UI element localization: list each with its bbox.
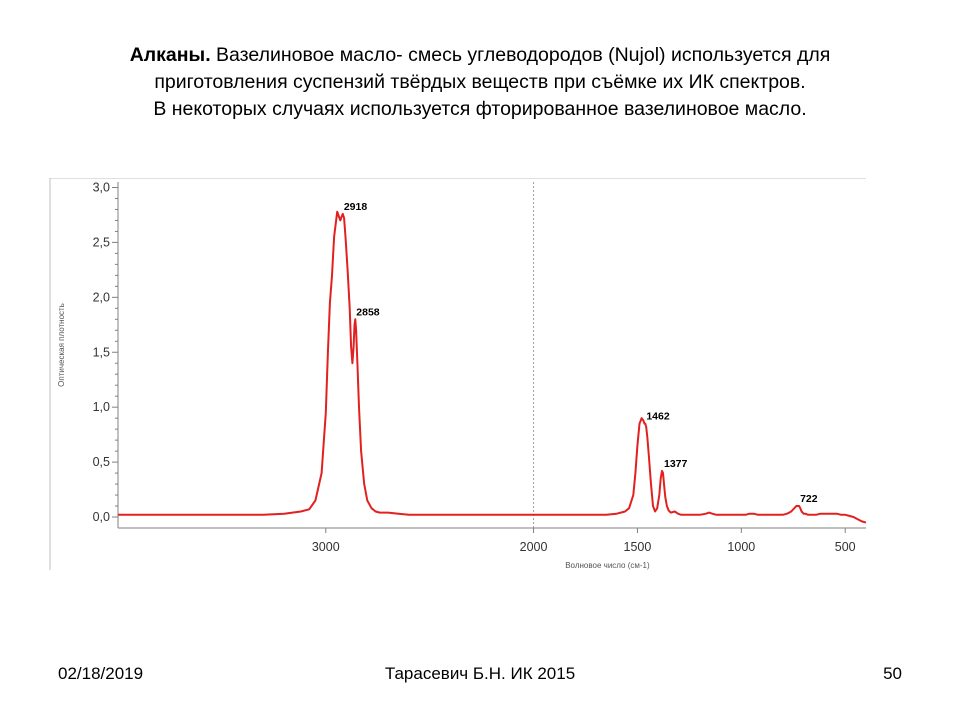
title-line-2: приготовления суспензий твёрдых веществ … [154, 71, 806, 93]
x-axis-label: Волновое число (см-1) [565, 561, 650, 570]
title-line-3: В некоторых случаях используется фториро… [153, 98, 807, 120]
peak-label: 2918 [344, 201, 368, 213]
footer-author: Тарасевич Б.Н. ИК 2015 [384, 664, 576, 683]
y-axis-label: Оптическая плотность [57, 303, 66, 387]
slide-title: Алканы. Вазелиновое масло- смесь углевод… [20, 42, 940, 123]
y-tick-label: 1,0 [93, 400, 110, 414]
peak-label: 722 [800, 493, 818, 505]
x-tick-label: 3000 [312, 540, 340, 554]
footer-page-number: 50 [883, 664, 902, 683]
ir-spectrum-chart: 0,0 0,5 1,0 1,5 2,0 2,5 3,0 3000 2000 1500 1000 500… [48, 178, 866, 572]
peak-label: 1377 [664, 458, 688, 470]
y-tick-label: 3,0 [93, 180, 110, 194]
peak-label: 1462 [646, 411, 670, 423]
y-tick-label: 1,5 [93, 345, 110, 359]
x-tick-label: 2000 [520, 540, 548, 554]
title-bold: Алканы. [129, 44, 211, 66]
x-tick-label: 1000 [727, 540, 755, 554]
x-tick-label: 500 [835, 540, 856, 554]
title-line-1: Алканы. Вазелиновое масло- смесь углевод… [20, 42, 940, 69]
footer-date: 02/18/2019 [58, 664, 144, 683]
y-tick-label: 0,5 [93, 455, 110, 469]
chart-svg: 0,0 0,5 1,0 1,5 2,0 2,5 3,0 3000 2000 1500 1000 500… [49, 178, 866, 570]
y-tick-label: 2,5 [93, 235, 110, 249]
y-tick-label: 2,0 [93, 290, 110, 304]
y-tick-label: 0,0 [93, 510, 110, 524]
title-line-1-rest: Вазелиновое масло- смесь углеводородов (… [210, 44, 831, 66]
peak-label: 2858 [356, 306, 380, 318]
spectrum-line [118, 210, 866, 524]
x-tick-label: 1500 [624, 540, 652, 554]
